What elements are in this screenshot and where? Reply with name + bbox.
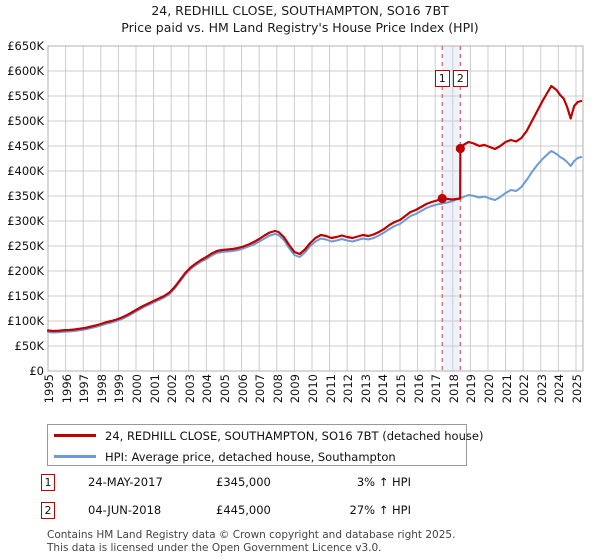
x-axis-tick-label: 2017 — [429, 374, 444, 404]
chart-title-block: 24, REDHILL CLOSE, SOUTHAMPTON, SO16 7BT… — [0, 2, 600, 36]
legend-item-hpi: HPI: Average price, detached house, Sout… — [48, 446, 466, 467]
x-axis-tick-label: 2008 — [270, 374, 285, 404]
y-axis-tick-label: £600K — [7, 64, 44, 78]
x-axis-tick-label: 2015 — [393, 374, 408, 404]
x-axis-tick-label: 2016 — [411, 374, 426, 404]
x-axis-tick-label: 2000 — [129, 374, 144, 404]
x-axis-tick-label: 2022 — [517, 374, 532, 404]
y-axis-tick-label: £50K — [14, 339, 45, 353]
table-row: 1 24-MAY-2017 £345,000 3% ↑ HPI — [41, 474, 461, 502]
page-subtitle: Price paid vs. HM Land Registry's House … — [121, 20, 479, 35]
x-axis-tick-label: 1996 — [59, 374, 74, 404]
transaction-price: £345,000 — [216, 475, 271, 489]
x-axis-tick-label: 1995 — [42, 374, 56, 404]
x-axis-tick-label: 2012 — [341, 374, 356, 404]
x-axis-tick-label: 2021 — [499, 374, 514, 404]
x-axis-tick-label: 1999 — [112, 374, 127, 404]
transactions-table: 1 24-MAY-2017 £345,000 3% ↑ HPI 2 04-JUN-2018… — [41, 474, 461, 530]
x-axis-tick-label: 2004 — [200, 374, 215, 404]
x-axis-tick-label: 2002 — [165, 374, 180, 404]
y-axis-tick-label: £200K — [7, 264, 44, 278]
legend-label-property: 24, REDHILL CLOSE, SOUTHAMPTON, SO16 7BT… — [105, 428, 484, 443]
y-axis-tick-label: £250K — [7, 239, 44, 253]
transaction-hpi-delta: 3% ↑ HPI — [356, 475, 411, 489]
y-axis-tick-label: £400K — [7, 164, 44, 178]
footer-line-2: This data is licensed under the Open Gov… — [47, 541, 382, 554]
legend-label-hpi: HPI: Average price, detached house, Sout… — [105, 449, 396, 464]
event-marker-1: 1 — [434, 70, 450, 87]
x-axis-tick-label: 1997 — [77, 374, 92, 404]
page-title: 24, REDHILL CLOSE, SOUTHAMPTON, SO16 7BT — [151, 3, 449, 18]
y-axis-tick-label: £0 — [29, 364, 44, 378]
transaction-date: 04-JUN-2018 — [88, 503, 162, 517]
x-axis-tick-label: 2010 — [305, 374, 320, 404]
event-marker-2: 2 — [452, 70, 468, 87]
x-axis-tick-label: 2014 — [376, 374, 391, 404]
transaction-date: 24-MAY-2017 — [88, 475, 163, 489]
chart-area: £0 £50K £100K £150K £200K £250K £300K £350K £400… — [0, 0, 600, 420]
y-axis-tick-label: £650K — [7, 39, 44, 53]
x-axis-tick-label: 2020 — [481, 374, 496, 404]
x-axis-tick-label: 2013 — [358, 374, 373, 404]
transaction-hpi-delta: 27% ↑ HPI — [349, 503, 411, 517]
x-axis-tick-label: 2005 — [217, 374, 232, 404]
transaction-index: 1 — [41, 474, 55, 491]
x-axis-tick-label: 2023 — [534, 374, 549, 404]
footer-line-1: Contains HM Land Registry data © Crown c… — [47, 529, 456, 541]
price-history-plot — [46, 45, 584, 372]
legend-swatch-property — [54, 434, 96, 437]
y-axis-tick-label: £300K — [7, 214, 44, 228]
footer-attribution: Contains HM Land Registry data © Crown c… — [47, 529, 587, 554]
x-axis-tick-label: 2006 — [235, 374, 250, 404]
x-axis-tick-label: 2007 — [253, 374, 268, 404]
x-axis-tick-label: 2025 — [569, 374, 584, 404]
y-axis-labels: £0 £50K £100K £150K £200K £250K £300K £350K £400… — [0, 0, 44, 420]
table-row: 2 04-JUN-2018 £445,000 27% ↑ HPI — [41, 502, 461, 530]
x-axis-tick-label: 2009 — [288, 374, 303, 404]
transaction-index: 2 — [41, 502, 55, 519]
y-axis-tick-label: £150K — [7, 289, 44, 303]
x-axis-tick-label: 2011 — [323, 374, 338, 404]
y-axis-tick-label: £100K — [7, 314, 44, 328]
y-axis-tick-label: £550K — [7, 89, 44, 103]
y-axis-tick-label: £450K — [7, 139, 44, 153]
x-axis-tick-label: 2018 — [446, 374, 461, 404]
x-axis-labels: 1995 1996 1997 1998 1999 2000 2001 2002 2003 2004… — [0, 374, 600, 420]
x-axis-tick-label: 1998 — [94, 374, 109, 404]
x-axis-tick-label: 2001 — [147, 374, 162, 404]
x-axis-tick-label: 2003 — [182, 374, 197, 404]
x-axis-tick-label: 2024 — [552, 374, 567, 404]
y-axis-tick-label: £500K — [7, 114, 44, 128]
legend-swatch-hpi — [54, 455, 96, 458]
y-axis-tick-label: £350K — [7, 189, 44, 203]
chart-legend: 24, REDHILL CLOSE, SOUTHAMPTON, SO16 7BT… — [47, 424, 483, 467]
transaction-price: £445,000 — [216, 503, 271, 517]
x-axis-tick-label: 2019 — [464, 374, 479, 404]
legend-item-property: 24, REDHILL CLOSE, SOUTHAMPTON, SO16 7BT… — [48, 425, 483, 446]
